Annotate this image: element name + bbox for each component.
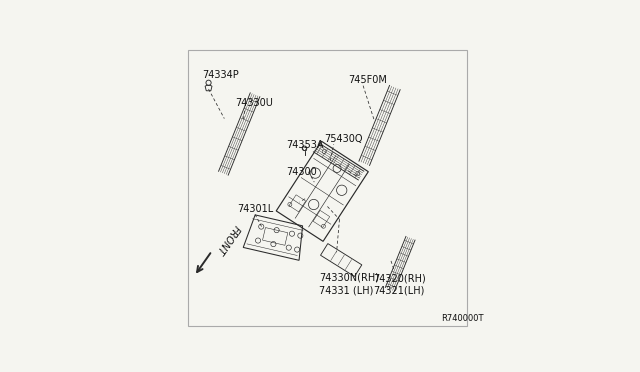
Text: R740000T: R740000T	[441, 314, 484, 323]
Text: 74300: 74300	[287, 167, 317, 177]
Text: 75430Q: 75430Q	[324, 134, 363, 144]
Text: 74330U: 74330U	[235, 98, 273, 108]
Text: 745F0M: 745F0M	[348, 74, 387, 84]
Text: 74301L: 74301L	[237, 204, 273, 214]
Text: 74334P: 74334P	[202, 70, 239, 80]
Text: 74353A: 74353A	[287, 140, 324, 150]
Text: 74330N(RH)
74331 (LH): 74330N(RH) 74331 (LH)	[319, 273, 379, 295]
Text: FRONT: FRONT	[214, 222, 241, 255]
Text: 74320(RH)
74321(LH): 74320(RH) 74321(LH)	[373, 273, 426, 296]
